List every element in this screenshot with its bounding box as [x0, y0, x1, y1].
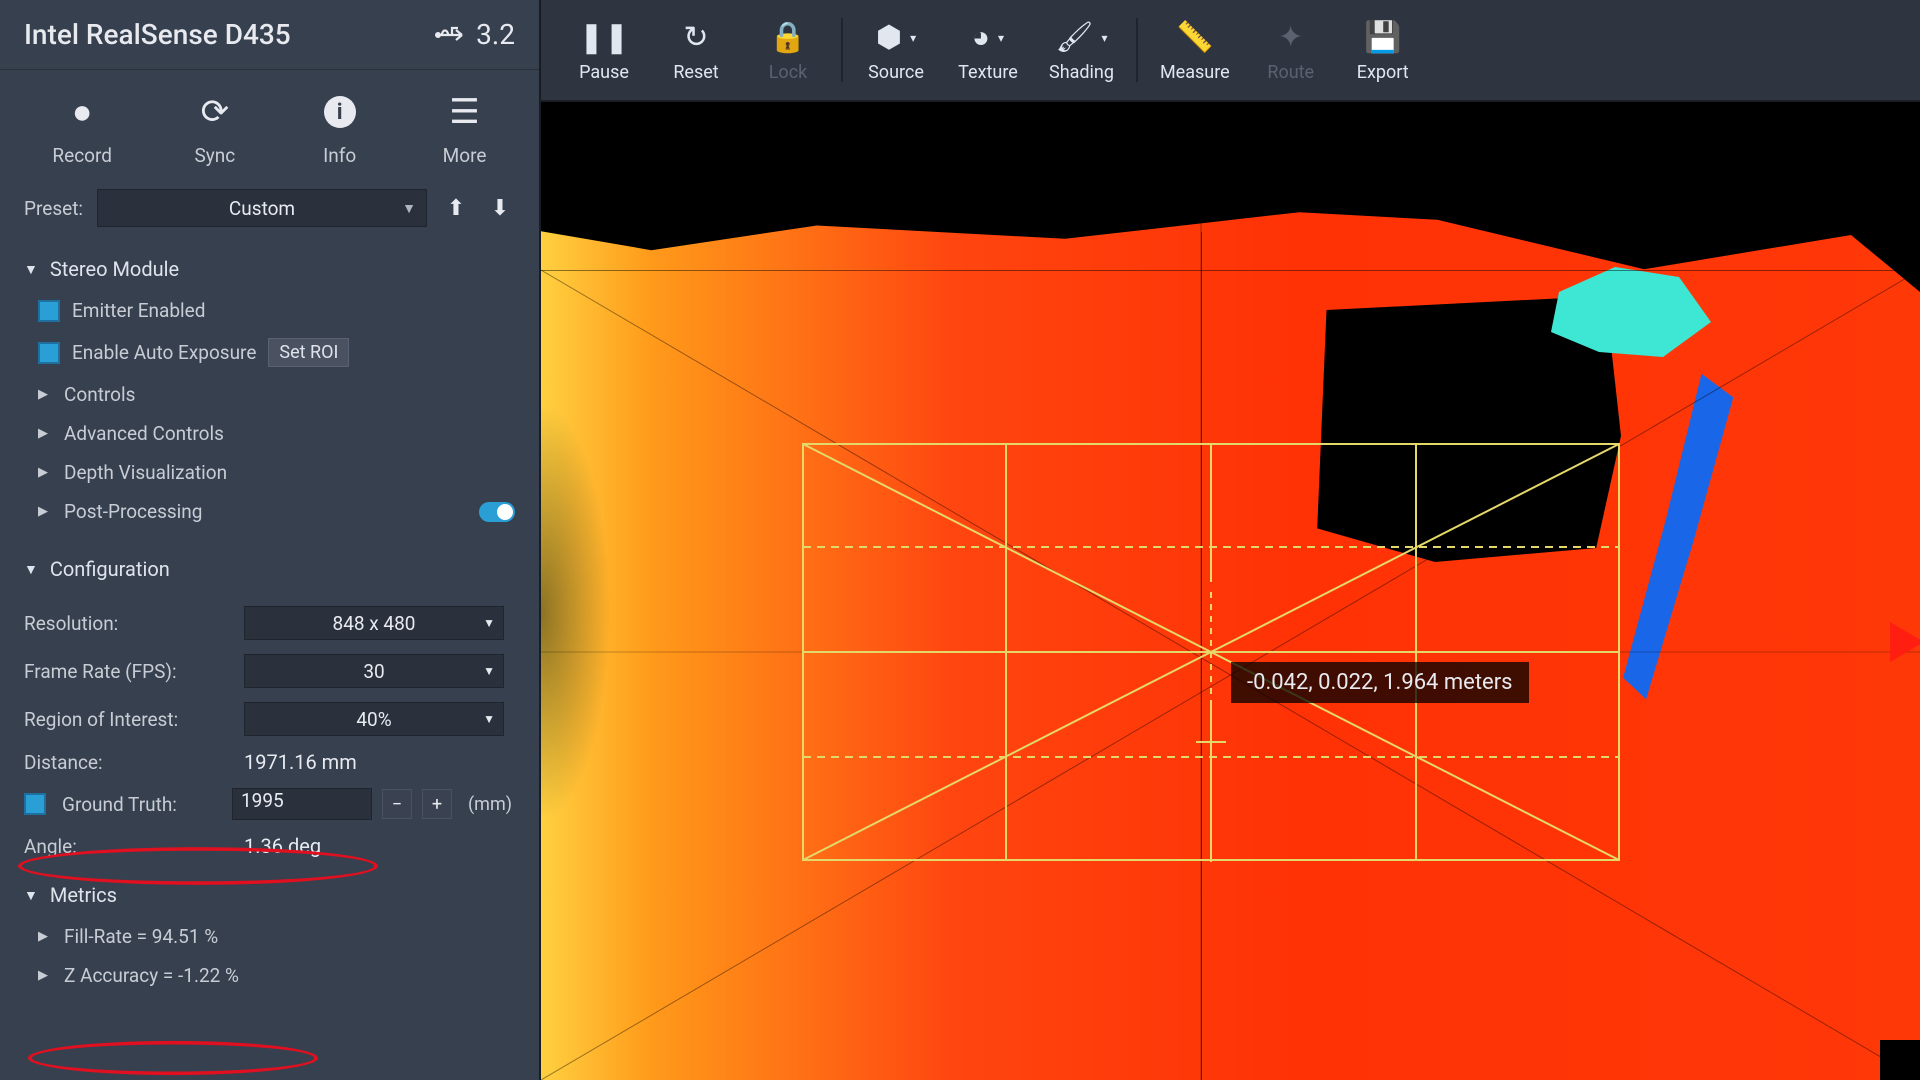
toolbar-separator [1136, 18, 1138, 82]
depth-void-corner [1880, 1040, 1920, 1080]
pause-button[interactable]: ❚❚Pause [559, 9, 649, 91]
gt-unit: (mm) [468, 794, 512, 815]
controls-row[interactable]: ▶Controls [24, 375, 515, 414]
set-roi-button[interactable]: Set ROI [268, 338, 349, 367]
preset-select[interactable]: Custom▼ [97, 189, 427, 227]
reset-icon: ↻ [683, 18, 708, 58]
emitter-row[interactable]: Emitter Enabled [24, 291, 515, 330]
checkbox-icon[interactable] [38, 342, 60, 364]
texture-button[interactable]: ◕▾Texture [943, 9, 1033, 91]
post-processing-row[interactable]: ▶Post-Processing [24, 492, 515, 531]
advanced-controls-row[interactable]: ▶Advanced Controls [24, 414, 515, 453]
preset-label: Preset: [24, 197, 83, 220]
roi-row: Region of Interest: 40%▼ [0, 695, 539, 743]
shading-button[interactable]: 🖌▾Shading [1035, 9, 1128, 91]
ground-truth-input[interactable]: 1995 [232, 788, 372, 820]
sync-button[interactable]: ⟳ Sync [193, 90, 237, 167]
download-icon[interactable]: ⬇ [485, 193, 515, 223]
checkbox-icon[interactable] [38, 300, 60, 322]
lock-icon: 🔒 [769, 18, 806, 58]
z-accuracy-row[interactable]: ▶Z Accuracy = -1.22 % [24, 956, 515, 995]
texture-icon: ◕▾ [972, 18, 1004, 58]
stereo-header[interactable]: ▼Stereo Module [24, 247, 515, 291]
auto-exposure-row[interactable]: Enable Auto ExposureSet ROI [24, 330, 515, 375]
info-button[interactable]: i Info [318, 90, 362, 167]
usb-icon [434, 23, 468, 47]
distance-value: 1971.16 mm [244, 750, 357, 774]
gt-plus-button[interactable]: + [422, 789, 452, 819]
resolution-select[interactable]: 848 x 480▼ [244, 606, 504, 640]
record-button[interactable]: ● Record [52, 90, 112, 167]
postproc-toggle[interactable] [479, 502, 515, 522]
usb-value: 3.2 [476, 18, 515, 51]
upload-icon[interactable]: ⬆ [441, 193, 471, 223]
export-button[interactable]: 💾Export [1338, 9, 1428, 91]
angle-row: Angle: 1.36 deg [0, 827, 539, 865]
resolution-row: Resolution: 848 x 480▼ [0, 599, 539, 647]
stereo-section: ▼Stereo Module Emitter Enabled Enable Au… [0, 239, 539, 539]
sidebar-actions: ● Record ⟳ Sync i Info ☰ More [0, 70, 539, 177]
preset-row: Preset: Custom▼ ⬆ ⬇ [0, 177, 539, 239]
hamburger-icon: ☰ [443, 90, 487, 134]
gt-minus-button[interactable]: − [382, 789, 412, 819]
source-button[interactable]: ⬢▾Source [851, 9, 941, 91]
ground-truth-row: Ground Truth: 1995 − + (mm) [0, 781, 539, 827]
cube-icon: ⬢▾ [876, 18, 916, 58]
device-title: Intel RealSense D435 [24, 18, 291, 51]
measurement-grid [801, 442, 1621, 862]
lock-button: 🔒Lock [743, 9, 833, 91]
guide-line [541, 270, 1920, 271]
depth-viz-row[interactable]: ▶Depth Visualization [24, 453, 515, 492]
config-header[interactable]: ▼Configuration [24, 547, 515, 591]
fill-rate-row[interactable]: ▶Fill-Rate = 94.51 % [24, 917, 515, 956]
usb-version: 3.2 [434, 18, 515, 51]
record-icon: ● [60, 90, 104, 134]
toolbar-separator [841, 18, 843, 82]
distance-row: Distance: 1971.16 mm [0, 743, 539, 781]
axis-arrow-icon [1890, 622, 1920, 662]
shading-icon: 🖌▾ [1055, 18, 1107, 58]
info-icon: i [318, 90, 362, 134]
sync-icon: ⟳ [193, 90, 237, 134]
pause-icon: ❚❚ [579, 18, 629, 58]
checkbox-icon[interactable] [24, 793, 46, 815]
config-section: ▼Configuration [0, 539, 539, 599]
sidebar-header: Intel RealSense D435 3.2 [0, 0, 539, 70]
roi-select[interactable]: 40%▼ [244, 702, 504, 736]
route-button: ✦Route [1246, 9, 1336, 91]
toolbar: ❚❚Pause ↻Reset 🔒Lock ⬢▾Source ◕▾Texture … [541, 0, 1920, 102]
fps-select[interactable]: 30▼ [244, 654, 504, 688]
reset-button[interactable]: ↻Reset [651, 9, 741, 91]
coordinate-tooltip: -0.042, 0.022, 1.964 meters [1231, 662, 1529, 703]
depth-viewport[interactable]: -0.042, 0.022, 1.964 meters [541, 102, 1920, 1080]
fps-row: Frame Rate (FPS): 30▼ [0, 647, 539, 695]
main-area: ❚❚Pause ↻Reset 🔒Lock ⬢▾Source ◕▾Texture … [541, 0, 1920, 1080]
measure-button[interactable]: 📏Measure [1146, 9, 1244, 91]
save-icon: 💾 [1364, 18, 1401, 58]
ruler-icon: 📏 [1176, 18, 1213, 58]
sidebar: Intel RealSense D435 3.2 ● Record ⟳ Sync… [0, 0, 541, 1080]
depth-shadow [541, 402, 611, 822]
more-button[interactable]: ☰ More [443, 90, 487, 167]
angle-value: 1.36 deg [244, 834, 321, 858]
metrics-header[interactable]: ▼Metrics [24, 873, 515, 917]
route-icon: ✦ [1278, 18, 1303, 58]
metrics-section: ▼Metrics ▶Fill-Rate = 94.51 % ▶Z Accurac… [0, 865, 539, 1003]
